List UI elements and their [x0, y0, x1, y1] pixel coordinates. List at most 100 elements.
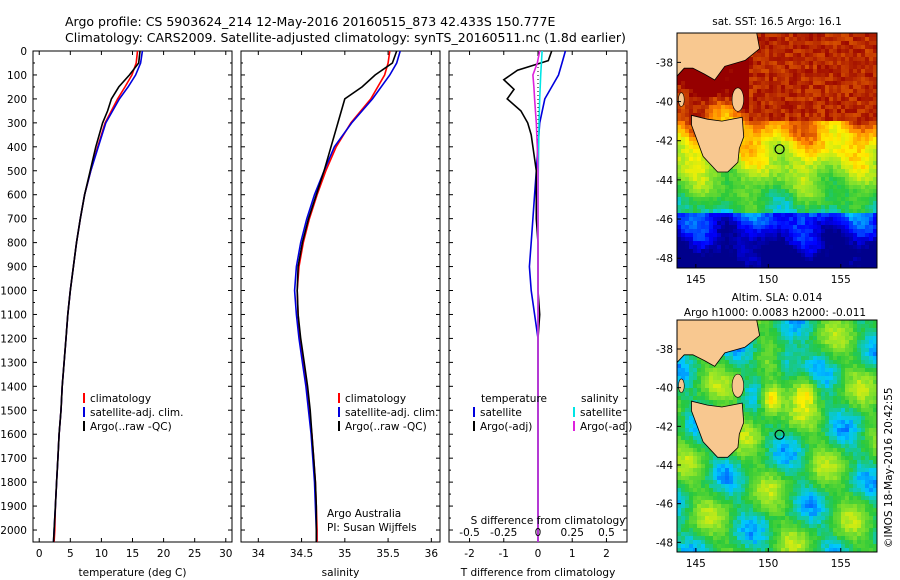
difference-panel: -2 -1 0 1 2 T difference from climatology -0.5…: [448, 50, 632, 579]
x-tick-label: -1: [499, 548, 509, 560]
map-lon-label: 145: [686, 274, 706, 286]
x-tick-label: 5: [67, 548, 74, 560]
y-tick-label: 1700: [0, 453, 27, 465]
series-line-1: [502, 50, 553, 542]
mainland-coast: [677, 33, 761, 81]
y-tick-label: 1600: [0, 429, 27, 441]
temperature-panel: 0100200300400500600700800900100011001200…: [0, 46, 233, 579]
sst-map: -38 -40 -42 -44 -46 -48 145 150 155: [656, 32, 878, 286]
y-tick-label: 1000: [0, 286, 27, 298]
y-tick-label: 2000: [0, 525, 27, 537]
legend-label: Argo(-adj): [580, 421, 632, 433]
legend-label: climatology: [90, 393, 151, 405]
salinity-panel: 34 34.5 35 35.5 36 salinity climatology satelli…: [240, 50, 441, 579]
map-lat-label: -40: [656, 97, 673, 109]
salinity-diff-tick-label: -0.25: [490, 527, 517, 539]
x-tick-label: 30: [219, 548, 232, 560]
map-lon-label: 155: [831, 558, 851, 570]
x-tick-label: 2: [603, 548, 610, 560]
tasmania-coast: [691, 400, 745, 458]
y-tick-label: 1100: [0, 309, 27, 321]
map-frame: [676, 319, 878, 553]
map-field-sla: [677, 320, 877, 552]
map-lat-label: -42: [656, 421, 673, 433]
series-line-1: [293, 50, 401, 542]
y-tick-label: 1300: [0, 357, 27, 369]
annotation-line: Argo Australia: [327, 508, 401, 520]
y-tick-label: 1400: [0, 381, 27, 393]
map-lat-label: -42: [656, 136, 673, 148]
sla-map-subtitle: Argo h1000: 0.0083 h2000: -0.011: [684, 307, 866, 319]
argo-float-marker: [774, 429, 785, 440]
x-tick-label: 20: [157, 548, 170, 560]
map-lat-label: -48: [656, 253, 673, 265]
x-tick-label: 1: [569, 548, 576, 560]
y-tick-label: 1200: [0, 333, 27, 345]
legend-label: climatology: [345, 393, 406, 405]
legend-label: Argo(..raw -QC): [345, 421, 427, 433]
map-lat-label: -44: [656, 175, 673, 187]
y-tick-label: 1500: [0, 405, 27, 417]
legend-label: satellite-adj. clim.: [90, 407, 183, 419]
legend-title: salinity: [581, 393, 619, 405]
series-line-2: [52, 50, 141, 543]
y-tick-label: 0: [20, 46, 27, 58]
map-lon-label: 155: [831, 274, 851, 286]
legend-label: Argo(..raw -QC): [90, 421, 172, 433]
island: [678, 92, 685, 107]
map-lon-label: 150: [758, 274, 778, 286]
y-tick-label: 1900: [0, 501, 27, 513]
x-tick-label: 35.5: [376, 548, 399, 560]
land-sst: [677, 33, 761, 173]
legend-label: satellite-adj. clim.: [345, 407, 438, 419]
salinity-diff-tick-label: 0.25: [561, 527, 584, 539]
legend-label: Argo(-adj): [480, 421, 532, 433]
map-lat-label: -44: [656, 460, 673, 472]
y-tick-label: 800: [7, 238, 27, 250]
map-lat-label: -46: [656, 214, 673, 226]
plot-frame: [32, 50, 233, 543]
legend-title: temperature: [481, 393, 547, 405]
map-frame: [676, 32, 878, 269]
x-axis-label: temperature (deg C): [79, 567, 187, 579]
sla-map-title: Altim. SLA: 0.014: [732, 292, 823, 304]
x-tick-label: 34.5: [290, 548, 313, 560]
x-axis-label: salinity: [322, 567, 360, 579]
legend-label: satellite: [580, 407, 622, 419]
island: [731, 87, 744, 112]
legend-label: satellite: [480, 407, 522, 419]
y-tick-label: 600: [7, 190, 27, 202]
map-lat-label: -38: [656, 344, 673, 356]
salinity-diff-tick-label: 0.5: [598, 527, 615, 539]
map-lon-label: 145: [686, 558, 706, 570]
figure-title-line2: Climatology: CARS2009. Satellite-adjuste…: [65, 30, 626, 45]
x-tick-label: 36: [425, 548, 439, 560]
series-line-3: [532, 50, 541, 542]
y-tick-label: 900: [7, 262, 27, 274]
figure-title-line1: Argo profile: CS 5903624_214 12-May-2016…: [65, 14, 555, 29]
mainland-coast: [677, 320, 761, 367]
series-line-1: [52, 50, 144, 543]
map-lat-label: -48: [656, 537, 673, 549]
y-tick-label: 100: [7, 70, 27, 82]
salinity-diff-tick-label: 0: [535, 527, 542, 539]
island: [678, 378, 685, 393]
x-tick-label: 10: [95, 548, 108, 560]
series-line-0: [296, 50, 391, 542]
series-line-0: [53, 50, 139, 543]
y-tick-label: 1800: [0, 477, 27, 489]
annotation-line: PI: Susan Wijffels: [327, 522, 417, 534]
timestamp-stamp: ©IMOS 18-May-2016 20:42:55: [883, 387, 895, 548]
x-tick-label: 0: [36, 548, 43, 560]
map-lat-label: -40: [656, 383, 673, 395]
x-tick-label: 35: [338, 548, 351, 560]
series-line-2: [296, 50, 398, 542]
plot-frame: [240, 50, 441, 543]
x-tick-label: 25: [188, 548, 201, 560]
sst-map-title: sat. SST: 16.5 Argo: 16.1: [712, 16, 842, 28]
x-tick-label: 34: [252, 548, 266, 560]
map-lat-label: -38: [656, 57, 673, 69]
y-tick-label: 500: [7, 166, 27, 178]
x-axis-label: T difference from climatology: [460, 567, 616, 579]
